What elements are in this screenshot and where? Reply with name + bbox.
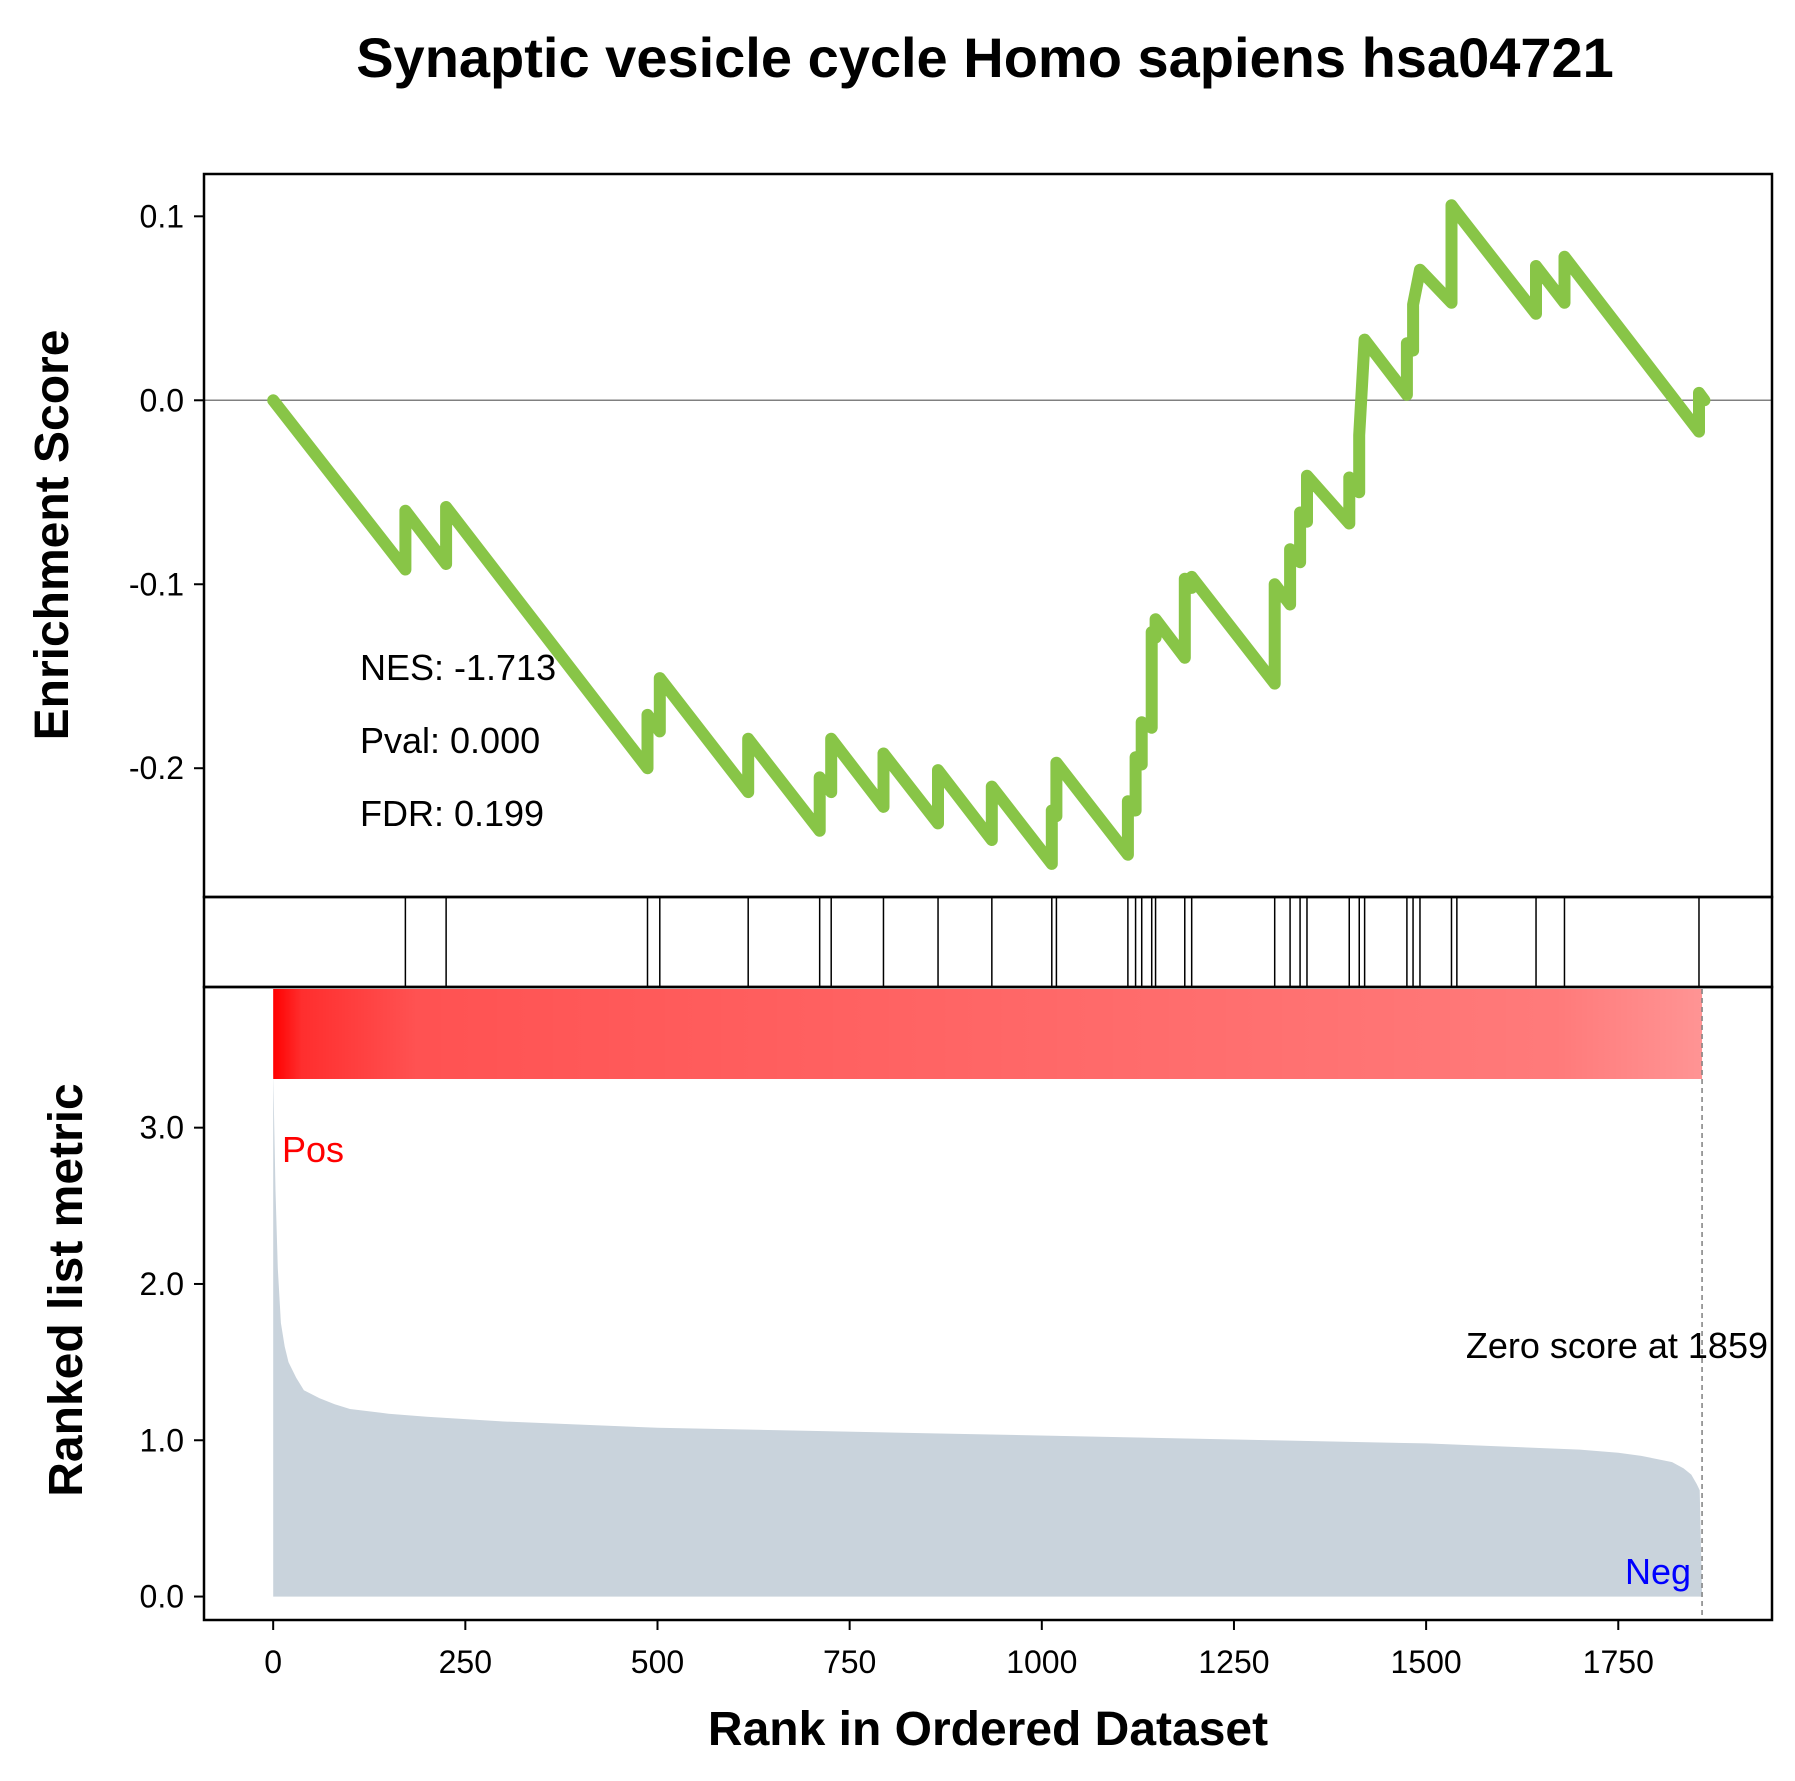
zero-score-label: Zero score at 1859 (1466, 1325, 1768, 1366)
rank-metric-area (273, 1073, 1703, 1597)
pos-label: Pos (282, 1129, 344, 1170)
x-tick-label: 1750 (1583, 1644, 1654, 1680)
rank-y-tick-label: 3.0 (140, 1110, 184, 1146)
rank-y-tick-label: 2.0 (140, 1266, 184, 1302)
es-panel: 0.1 0.0 -0.1 -0.2 Enrichment Score NES: -1.… (26, 172, 1774, 899)
es-y-tick-label: -0.2 (129, 750, 184, 786)
x-tick-label: 500 (631, 1644, 684, 1680)
nes-text: NES: -1.713 (360, 647, 556, 688)
neg-label: Neg (1625, 1551, 1691, 1592)
es-line (267, 199, 1711, 870)
rank-gradient-bar (273, 989, 1703, 1079)
x-tick-label: 0 (264, 1644, 282, 1680)
fdr-text: FDR: 0.199 (360, 793, 544, 834)
es-y-tick-label: 0.0 (140, 382, 184, 418)
x-tick-label: 750 (823, 1644, 876, 1680)
x-axis-label: Rank in Ordered Dataset (708, 1703, 1268, 1756)
rank-y-tick-label: 1.0 (140, 1422, 184, 1458)
pval-text: Pval: 0.000 (360, 720, 540, 761)
chart-title: Synaptic vesicle cycle Homo sapiens hsa0… (356, 26, 1614, 89)
es-y-tick-label: -0.1 (129, 566, 184, 602)
es-y-axis-label: Enrichment Score (26, 330, 79, 741)
rank-panel: 0.01.02.03.0 Ranked list metric Pos Neg … (40, 985, 1774, 1622)
x-tick-label: 1500 (1391, 1644, 1462, 1680)
hits-panel-frame (202, 895, 1774, 989)
rank-y-axis-label: Ranked list metric (40, 1083, 93, 1496)
rank-y-tick-label: 0.0 (140, 1579, 184, 1615)
x-tick-label: 1000 (1006, 1644, 1077, 1680)
hits-panel (202, 895, 1774, 989)
rank-panel-frame (202, 985, 1774, 1622)
es-y-tick-label: 0.1 (140, 198, 184, 234)
x-tick-label: 1250 (1198, 1644, 1269, 1680)
x-tick-label: 250 (439, 1644, 492, 1680)
